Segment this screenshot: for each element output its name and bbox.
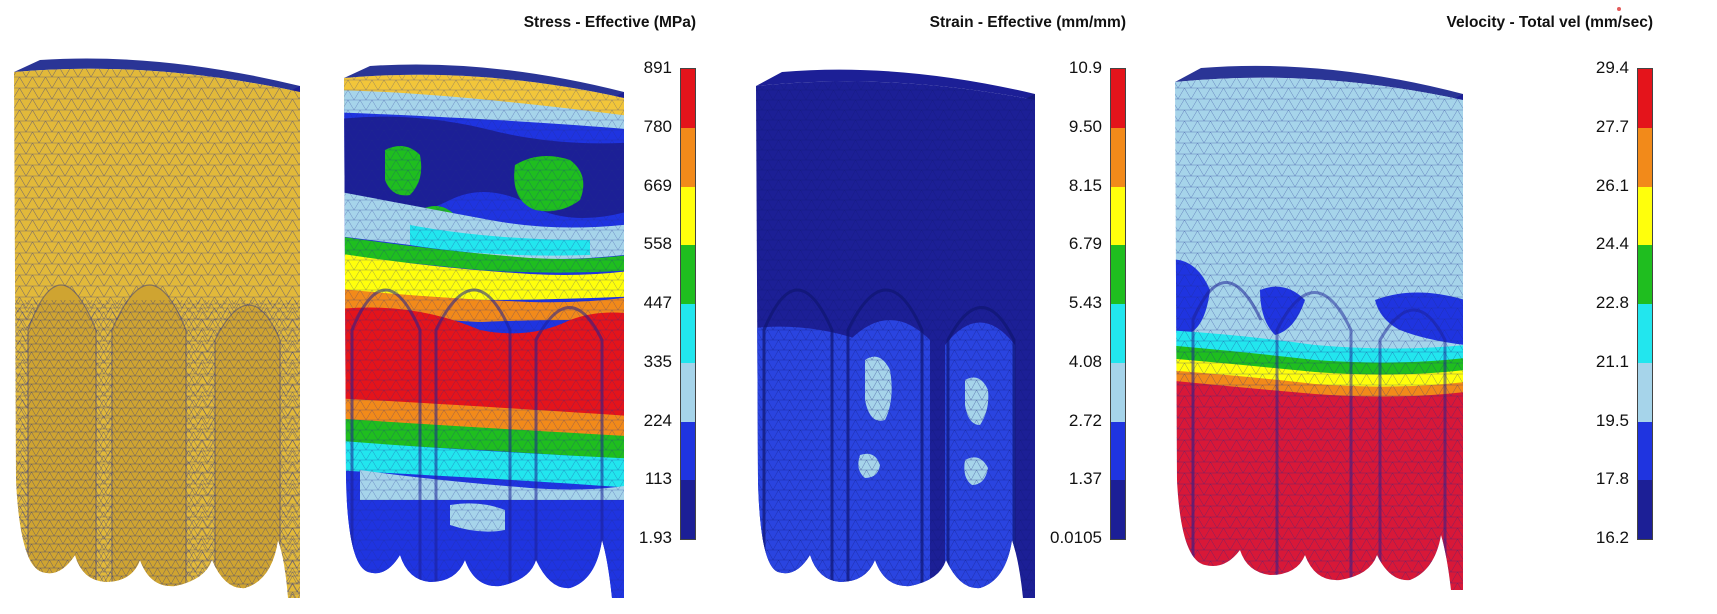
tick-label: 891 (643, 58, 672, 77)
color-scale-segment (1111, 480, 1125, 539)
top-face (14, 58, 300, 92)
color-scale-segment (1638, 480, 1652, 539)
tick-label: 10.9 (1068, 58, 1102, 77)
color-scale-segment (681, 362, 695, 422)
velocity-model-panel (1165, 0, 1495, 614)
color-scale-segment (1111, 245, 1125, 304)
color-scale-segment (681, 245, 695, 304)
color-scale (1637, 68, 1653, 540)
tick-label: 669 (643, 175, 672, 195)
color-scale-segment (681, 127, 695, 187)
tick-label: 2.72 (1068, 410, 1102, 430)
color-scale-segment (681, 480, 695, 539)
color-scale-segment (681, 304, 695, 363)
mesh-model-panel (0, 0, 340, 614)
tick-label: 21.1 (1595, 351, 1629, 371)
strain-legend: Strain - Effective (mm/mm) 10.9 9.50 8.15 6… (930, 0, 1160, 614)
strain-model (756, 69, 1035, 599)
color-scale-segment (1638, 186, 1652, 246)
color-scale-segment (681, 421, 695, 481)
color-scale-segment (1111, 304, 1125, 363)
tick-label: 558 (643, 234, 672, 254)
tick-label: 22.8 (1595, 293, 1629, 312)
tick-label: 29.4 (1595, 58, 1629, 77)
color-scale (680, 68, 696, 540)
tick-label: 113 (644, 469, 672, 489)
tick-label: 27.7 (1595, 116, 1629, 136)
marker-dot (1617, 7, 1621, 11)
color-scale-segment (1638, 304, 1652, 363)
velocity-model (1175, 65, 1463, 590)
velocity-legend: Velocity - Total vel (mm/sec) 29.4 27.7 26… (1447, 0, 1687, 614)
legend-title: Velocity - Total vel (mm/sec) (1446, 14, 1653, 31)
tick-label: 17.8 (1595, 469, 1629, 489)
tick-label: 19.5 (1595, 410, 1629, 430)
tick-label: 1.37 (1068, 469, 1102, 489)
color-scale-segment (1111, 69, 1125, 128)
color-scale-segment (1638, 127, 1652, 187)
color-scale-segment (1111, 362, 1125, 422)
stress-model-panel (330, 0, 660, 614)
color-scale-segment (681, 69, 695, 128)
tick-label: 6.79 (1068, 234, 1102, 254)
tick-label: 0.0105 (1050, 528, 1102, 547)
stress-model (344, 64, 624, 598)
tick-label: 4.08 (1068, 351, 1102, 371)
legend-title: Stress - Effective (MPa) (523, 14, 696, 31)
color-scale-segment (681, 186, 695, 246)
tick-label: 24.4 (1595, 234, 1629, 254)
tick-label: 9.50 (1068, 116, 1102, 136)
color-scale-segment (1111, 421, 1125, 481)
strain-model-panel (740, 0, 1070, 614)
tick-label: 16.2 (1595, 528, 1629, 547)
color-scale-segment (1638, 421, 1652, 481)
tick-label: 447 (643, 293, 672, 312)
tick-label: 1.93 (638, 528, 672, 547)
stress-legend: Stress - Effective (MPa) 891 780 669 558 447… (524, 0, 730, 614)
color-scale-segment (1111, 186, 1125, 246)
tick-label: 780 (643, 116, 672, 136)
color-scale-segment (1638, 362, 1652, 422)
tick-label: 224 (643, 410, 672, 430)
legend-title: Strain - Effective (mm/mm) (929, 14, 1126, 31)
mesh-model (14, 58, 300, 598)
color-scale-segment (1638, 245, 1652, 304)
tick-label: 5.43 (1068, 293, 1102, 312)
tick-label: 8.15 (1068, 175, 1102, 195)
tick-label: 335 (643, 351, 672, 371)
tick-label: 26.1 (1595, 175, 1629, 195)
color-scale-segment (1638, 69, 1652, 128)
color-scale (1110, 68, 1126, 540)
color-scale-segment (1111, 127, 1125, 187)
